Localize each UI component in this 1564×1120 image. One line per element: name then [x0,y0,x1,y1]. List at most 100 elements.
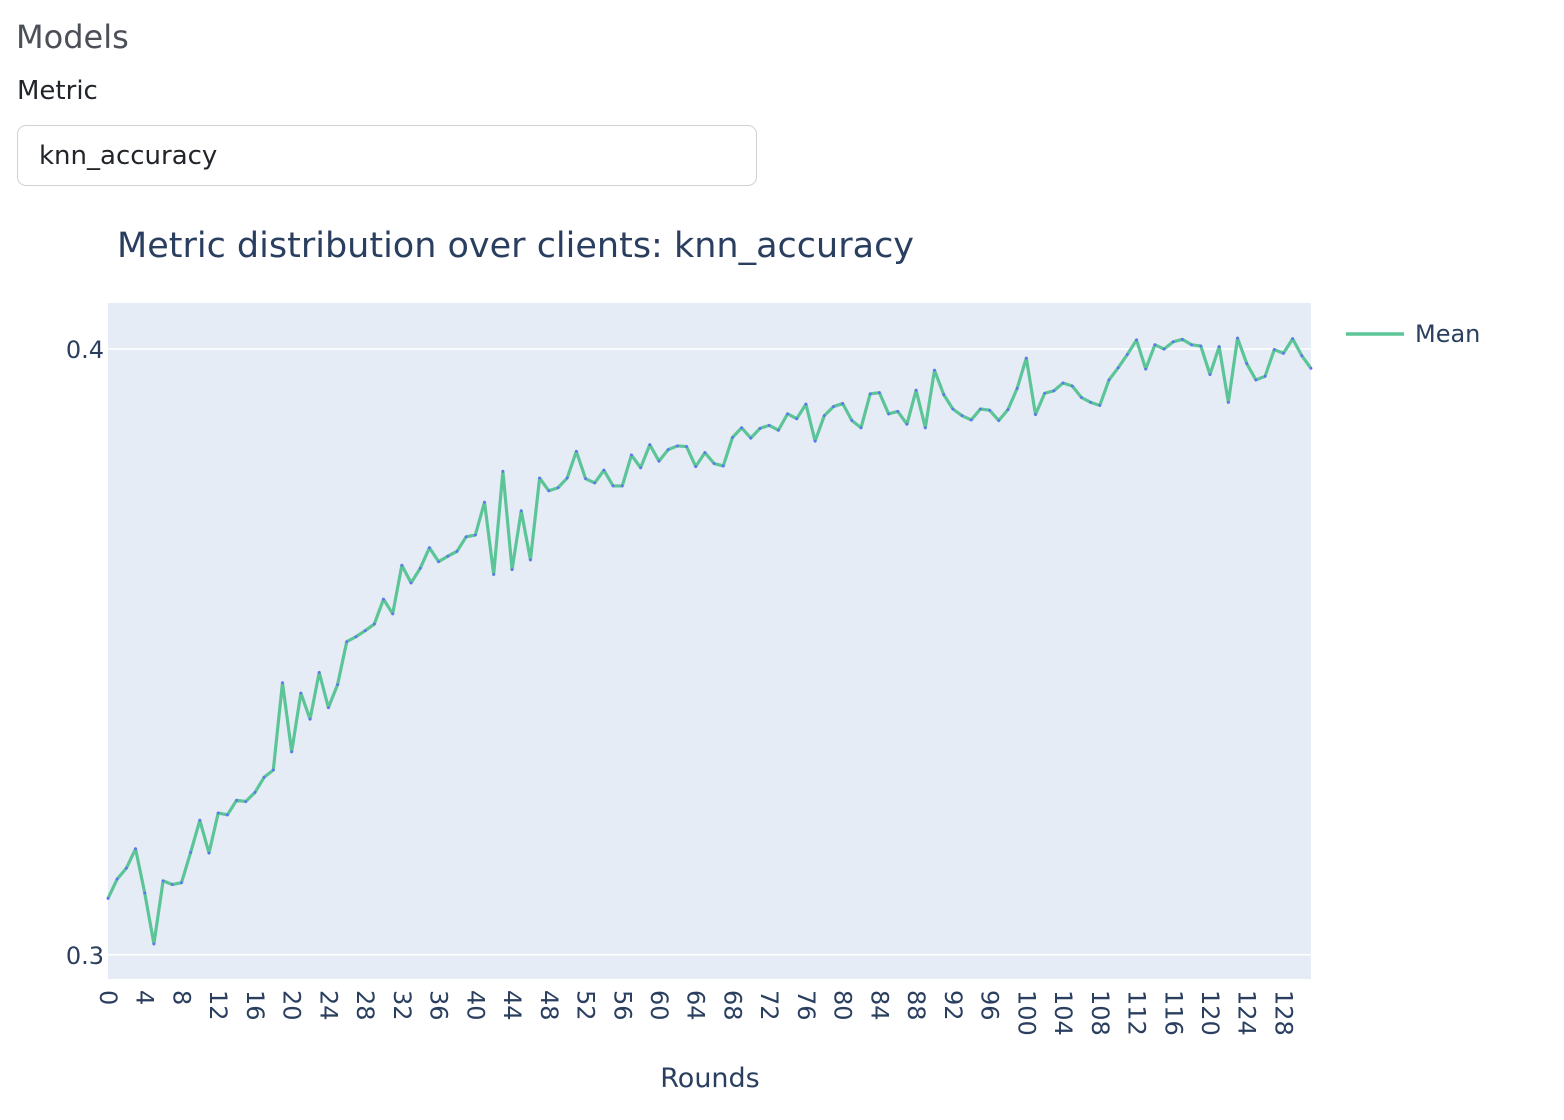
data-point [418,566,422,570]
y-axis: 0.3 0.4 [66,336,104,970]
data-point [253,791,257,794]
data-point [740,426,744,430]
data-point [437,560,440,564]
series-layer [106,336,1313,946]
data-point [877,391,881,395]
data-point [832,405,835,408]
data-point [400,563,404,567]
x-tick-label: 64 [682,990,710,1021]
x-tick-label: 56 [608,990,636,1021]
series-markers [106,336,1313,946]
data-point [1162,347,1166,351]
x-tick-label: 124 [1233,990,1261,1036]
data-point [1061,381,1065,385]
data-point [988,408,991,412]
data-point [1208,373,1212,376]
x-tick-label: 120 [1196,990,1224,1036]
data-point [685,445,688,448]
data-point [271,768,275,772]
data-point [611,484,615,488]
data-point [896,410,900,413]
series-line-mean [106,336,1313,946]
data-point [1291,337,1295,341]
data-point [152,942,156,946]
data-point [1153,343,1157,347]
data-point [1043,391,1047,395]
data-point [923,426,927,430]
data-point [207,851,211,855]
legend[interactable]: Mean [1346,320,1480,348]
data-point [363,629,367,633]
section-title: Models [16,18,129,56]
data-point [290,750,294,754]
x-tick-label: 4 [131,990,159,1005]
x-axis-title: Rounds [660,1063,760,1094]
data-point [409,581,413,585]
data-point [969,418,973,422]
data-point [1006,408,1010,412]
x-tick-label: 84 [865,990,893,1021]
data-point [124,866,128,870]
data-point [1116,366,1120,370]
x-tick-label: 80 [829,990,857,1021]
data-point [1190,343,1194,347]
data-point [1034,413,1037,416]
data-point [1171,340,1175,344]
data-point [556,486,560,490]
data-point [602,468,606,472]
data-point [822,414,826,418]
data-point [519,509,523,513]
data-point [1098,403,1102,407]
data-point [1309,367,1313,370]
data-point [134,847,137,851]
data-point [391,612,395,616]
data-point [510,568,514,571]
x-tick-label: 72 [755,990,783,1021]
data-point [483,500,486,504]
data-point [345,640,349,644]
data-point [1254,378,1258,382]
data-point [1125,353,1129,356]
data-point [1107,378,1111,382]
data-point [565,476,569,480]
data-point [639,466,643,470]
x-tick-label: 48 [535,990,563,1021]
x-tick-label: 108 [1086,990,1114,1036]
data-point [547,489,551,493]
data-point [1263,374,1267,378]
data-point [106,897,110,900]
data-point [960,414,964,418]
data-point [382,597,385,601]
data-point [198,818,202,822]
data-point [574,450,578,453]
data-point [354,635,358,639]
data-point [299,691,303,695]
data-point [1052,389,1056,393]
data-point [593,481,597,485]
data-point [859,426,863,430]
data-point [905,422,909,426]
x-tick-label: 92 [939,990,967,1021]
x-tick-label: 116 [1159,990,1187,1036]
data-point [933,368,936,372]
x-tick-label: 88 [902,990,930,1021]
data-point [868,392,872,396]
data-point [1135,338,1138,342]
data-point [1226,400,1230,404]
x-tick-label: 96 [976,990,1004,1021]
metric-dropdown[interactable]: knn_accuracy [17,125,757,186]
data-point [216,811,220,815]
x-tick-label: 36 [425,990,453,1021]
x-tick-label: 32 [388,990,416,1021]
data-point [850,419,854,422]
data-point [1181,337,1184,341]
data-point [1272,348,1276,352]
data-point [308,717,312,721]
data-point [455,549,459,553]
x-tick-label: 60 [645,990,673,1021]
data-point [428,546,431,550]
data-point [666,448,670,451]
data-point [464,535,468,539]
data-point [712,462,716,465]
data-point [1300,354,1304,358]
